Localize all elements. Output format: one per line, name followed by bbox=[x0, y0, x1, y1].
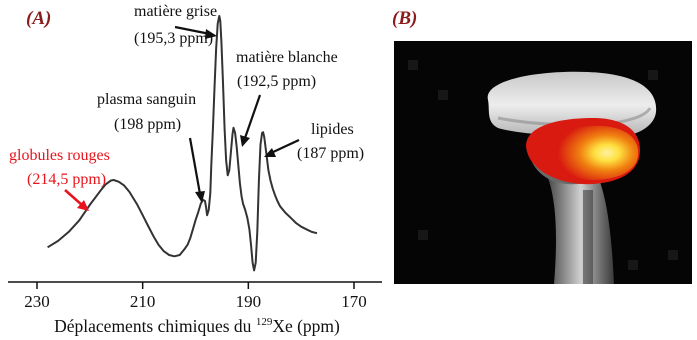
x-tick-label: 170 bbox=[341, 292, 367, 311]
arrow-white-matter bbox=[245, 95, 260, 138]
x-tick-label: 190 bbox=[236, 292, 262, 311]
annotation-plasma-name: plasma sanguin bbox=[97, 91, 196, 108]
x-axis-title-pre: Déplacements chimiques du bbox=[54, 316, 256, 336]
mri-image-panel: (B) bbox=[388, 0, 697, 340]
annotation-red-cells-name: globules rouges bbox=[9, 147, 110, 164]
annotation-gray-matter-name: matière grise bbox=[134, 3, 217, 20]
annotation-lipids-ppm: (187 ppm) bbox=[297, 145, 364, 162]
neck-shadow bbox=[583, 190, 593, 284]
annotation-plasma-ppm: (198 ppm) bbox=[114, 116, 181, 133]
annotations: matière grise (195,3 ppm) matière blanch… bbox=[9, 3, 364, 188]
annotation-white-matter-ppm: (192,5 ppm) bbox=[237, 73, 316, 90]
x-tick-label: 210 bbox=[130, 292, 156, 311]
x-axis-title: Déplacements chimiques du 129Xe (ppm) bbox=[54, 316, 340, 336]
arrow-white-matter-head bbox=[240, 135, 250, 147]
xenon-signal-hot bbox=[556, 126, 638, 180]
annotation-lipids-name: lipides bbox=[311, 121, 354, 138]
arrow-lipids bbox=[271, 140, 299, 153]
x-axis: 230 210 190 170 Déplacements chimiques du 1… bbox=[8, 282, 382, 336]
x-axis-title-sup: 129 bbox=[256, 316, 273, 328]
panel-b-label: (B) bbox=[392, 8, 417, 29]
x-axis-title-post: Xe (ppm) bbox=[272, 316, 340, 336]
arrow-red-cells bbox=[65, 190, 82, 205]
arrow-plasma bbox=[190, 138, 200, 194]
x-tick-label: 230 bbox=[24, 292, 50, 311]
x-ticks: 230 210 190 170 bbox=[24, 282, 367, 311]
spectrum-chart: (A) matière grise (195,3 ppm) matière bl… bbox=[0, 0, 390, 340]
panel-a-label: (A) bbox=[26, 8, 51, 29]
annotation-red-cells-ppm: (214,5 ppm) bbox=[27, 171, 106, 188]
annotation-white-matter-name: matière blanche bbox=[236, 49, 338, 66]
